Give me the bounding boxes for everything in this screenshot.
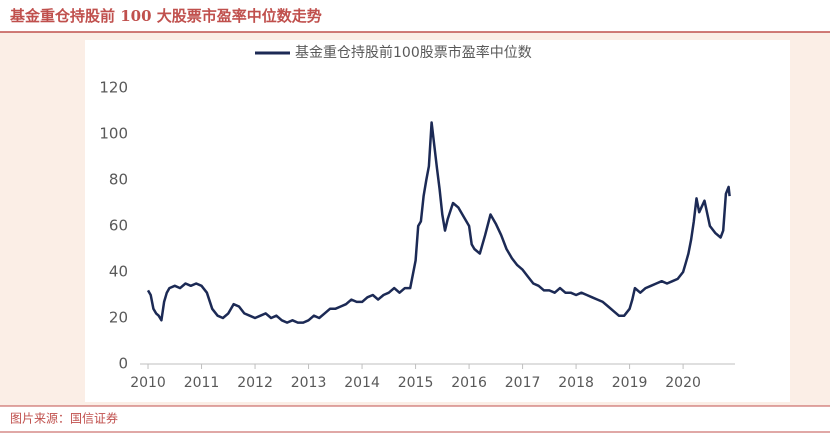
x-tick-label: 2018	[558, 375, 594, 391]
y-tick-label: 40	[109, 263, 128, 281]
x-tick-label: 2010	[130, 375, 166, 391]
source: 图片来源：国信证券	[10, 411, 118, 426]
y-tick-label: 100	[99, 125, 128, 143]
series-line	[146, 121, 731, 324]
chart-title: 基金重仓持股前 100 大股票市盈率中位数走势	[9, 7, 322, 25]
x-tick-label: 2013	[291, 375, 327, 391]
y-tick-label: 60	[109, 217, 128, 235]
y-tick-label: 20	[109, 309, 128, 327]
y-tick-label: 120	[99, 79, 128, 97]
y-tick-label: 0	[118, 355, 128, 373]
y-tick-label: 80	[109, 171, 128, 189]
x-tick-label: 2019	[612, 375, 648, 391]
x-tick-label: 2016	[451, 375, 487, 391]
x-tick-label: 2015	[398, 375, 434, 391]
x-tick-label: 2020	[665, 375, 701, 391]
x-tick-label: 2017	[505, 375, 541, 391]
x-tick-label: 2014	[344, 375, 380, 391]
x-tick-label: 2011	[184, 375, 220, 391]
plot-area	[85, 40, 790, 402]
legend-label: 基金重仓持股前100股票市盈率中位数	[295, 44, 532, 61]
x-tick-label: 2012	[237, 375, 273, 391]
